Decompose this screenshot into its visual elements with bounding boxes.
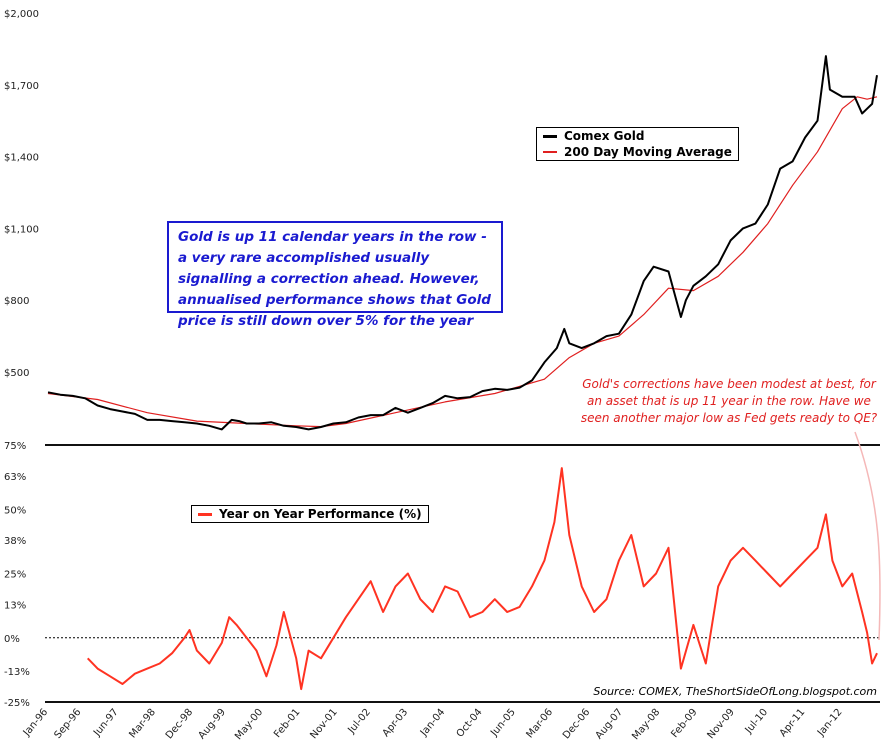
y-tick-label: 25% bbox=[4, 570, 26, 581]
x-tick-label: Mar-98 bbox=[127, 707, 158, 741]
x-tick-label: May-00 bbox=[233, 707, 265, 742]
y-tick-label: -25% bbox=[4, 698, 30, 709]
y-tick-label: -13% bbox=[4, 667, 30, 678]
blue-annotation-box: Gold is up 11 calendar years in the row … bbox=[167, 221, 503, 329]
legend-item-yoy: Year on Year Performance (%) bbox=[192, 506, 428, 522]
x-tick-label: Jul-10 bbox=[743, 707, 770, 737]
x-tick-label: Sep-96 bbox=[53, 707, 84, 741]
bottom-legend: Year on Year Performance (%) bbox=[191, 505, 429, 523]
source-credit: Source: COMEX, TheShortSideOfLong.blogsp… bbox=[593, 685, 877, 698]
y-tick-label: 13% bbox=[4, 600, 26, 611]
y-tick-label: $1,400 bbox=[4, 153, 39, 164]
legend-label-ma: 200 Day Moving Average bbox=[564, 145, 732, 159]
x-tick-label: Dec-06 bbox=[561, 707, 592, 741]
y-tick-label: 50% bbox=[4, 505, 26, 516]
x-tick-label: Apr-03 bbox=[381, 707, 411, 739]
y-tick-label: 0% bbox=[4, 634, 20, 645]
series-layer bbox=[47, 55, 878, 691]
x-tick-label: Jan-96 bbox=[21, 707, 50, 739]
x-tick-label: Aug-07 bbox=[594, 707, 625, 742]
x-tick-label: Jul-02 bbox=[346, 707, 373, 737]
y-tick-label: $800 bbox=[4, 296, 29, 307]
x-axis: Jan-96 Sep-96 Jun-97 Mar-98 Dec-98 Aug-99 May-… bbox=[21, 707, 845, 742]
x-tick-label: Mar-06 bbox=[525, 707, 556, 741]
x-tick-label: Apr-11 bbox=[778, 707, 808, 739]
x-tick-label: Jun-05 bbox=[488, 707, 518, 739]
top-panel-y-axis: $2,000 $1,700 $1,400 $1,100 $800 $500 bbox=[4, 9, 39, 379]
legend-swatch-gold bbox=[543, 134, 557, 138]
top-legend: Comex Gold 200 Day Moving Average bbox=[536, 127, 739, 161]
legend-label-gold: Comex Gold bbox=[564, 129, 645, 143]
x-tick-label: Feb-09 bbox=[669, 707, 699, 740]
y-tick-label: 75% bbox=[4, 441, 26, 452]
series-line-yoy-performance bbox=[86, 467, 878, 691]
y-tick-label: $1,700 bbox=[4, 81, 39, 92]
legend-item-comex-gold: Comex Gold bbox=[537, 128, 738, 144]
y-tick-label: 63% bbox=[4, 472, 26, 483]
x-tick-label: Jun-97 bbox=[91, 707, 121, 739]
legend-label-yoy: Year on Year Performance (%) bbox=[219, 507, 422, 521]
bottom-panel-y-axis: 75% 63% 50% 38% 25% 13% 0% -13% -25% bbox=[4, 441, 30, 709]
x-tick-label: Feb-01 bbox=[272, 707, 302, 740]
x-tick-label: Dec-98 bbox=[164, 707, 195, 741]
x-tick-label: Aug-99 bbox=[197, 707, 228, 742]
x-tick-label: Nov-01 bbox=[308, 707, 339, 741]
annotation-arrow bbox=[854, 431, 881, 641]
y-tick-label: 38% bbox=[4, 536, 26, 547]
x-tick-label: Oct-04 bbox=[455, 707, 485, 740]
legend-swatch-yoy bbox=[198, 512, 212, 516]
series-line-comex-gold bbox=[47, 55, 878, 431]
y-tick-label: $2,000 bbox=[4, 9, 39, 20]
legend-item-moving-average: 200 Day Moving Average bbox=[537, 144, 738, 160]
x-tick-label: Jan-12 bbox=[815, 707, 844, 739]
x-tick-label: May-08 bbox=[630, 707, 662, 742]
y-tick-label: $500 bbox=[4, 368, 29, 379]
x-tick-label: Jan-04 bbox=[418, 707, 447, 739]
legend-swatch-ma bbox=[543, 151, 557, 153]
y-tick-label: $1,100 bbox=[4, 224, 39, 235]
x-tick-label: Nov-09 bbox=[706, 707, 737, 741]
red-annotation-text: Gold's corrections have been modest at b… bbox=[580, 377, 878, 425]
